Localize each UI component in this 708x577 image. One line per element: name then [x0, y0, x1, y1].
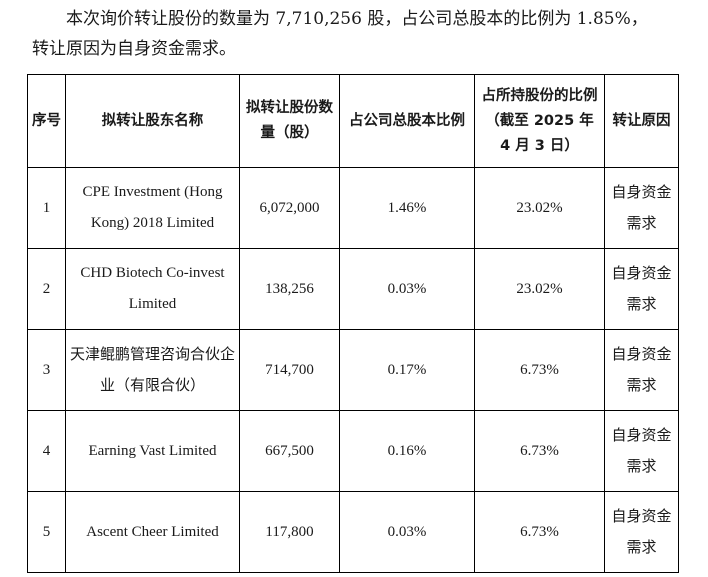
cell-shares: 138,256 — [239, 248, 340, 330]
cell-reason: 自身资金需求 — [604, 167, 679, 249]
header-held-ratio: 占所持股份的比例（截至 2025 年 4 月 3 日） — [474, 74, 605, 168]
intro-line-2: 转让原因为自身资金需求。 — [32, 39, 236, 59]
cell-total-ratio: 0.03% — [339, 491, 475, 573]
cell-total-ratio: 0.03% — [339, 248, 475, 330]
cell-shareholder-name: Earning Vast Limited — [65, 410, 240, 492]
table-header-row: 序号 拟转让股东名称 拟转让股份数量（股） 占公司总股本比例 占所持股份的比例（… — [27, 74, 679, 168]
cell-shares: 667,500 — [239, 410, 340, 492]
cell-shareholder-name: Ascent Cheer Limited — [65, 491, 240, 573]
header-shareholder-name: 拟转让股东名称 — [65, 74, 240, 168]
cell-seq: 3 — [27, 329, 66, 411]
header-shares: 拟转让股份数量（股） — [239, 74, 340, 168]
cell-shareholder-name: 天津鲲鹏管理咨询合伙企业（有限合伙） — [65, 329, 240, 411]
cell-seq: 2 — [27, 248, 66, 330]
table-row: 2 CHD Biotech Co-invest Limited 138,256 … — [27, 248, 679, 330]
cell-held-ratio: 6.73% — [474, 491, 605, 573]
cell-seq: 5 — [27, 491, 66, 573]
header-seq: 序号 — [27, 74, 66, 168]
table-row: 3 天津鲲鹏管理咨询合伙企业（有限合伙） 714,700 0.17% 6.73%… — [27, 329, 679, 411]
cell-reason: 自身资金需求 — [604, 491, 679, 573]
transfer-shareholder-table: 序号 拟转让股东名称 拟转让股份数量（股） 占公司总股本比例 占所持股份的比例（… — [27, 74, 679, 573]
intro-line-1: 本次询价转让股份的数量为 7,710,256 股，占公司总股本的比例为 1.85… — [66, 9, 648, 29]
header-reason: 转让原因 — [604, 74, 679, 168]
cell-shares: 117,800 — [239, 491, 340, 573]
cell-shareholder-name: CPE Investment (Hong Kong) 2018 Limited — [65, 167, 240, 249]
table-row: 5 Ascent Cheer Limited 117,800 0.03% 6.7… — [27, 491, 679, 573]
cell-held-ratio: 23.02% — [474, 167, 605, 249]
cell-held-ratio: 6.73% — [474, 410, 605, 492]
cell-seq: 1 — [27, 167, 66, 249]
table-row: 1 CPE Investment (Hong Kong) 2018 Limite… — [27, 167, 679, 249]
cell-held-ratio: 23.02% — [474, 248, 605, 330]
cell-total-ratio: 0.16% — [339, 410, 475, 492]
cell-total-ratio: 1.46% — [339, 167, 475, 249]
cell-reason: 自身资金需求 — [604, 410, 679, 492]
intro-paragraph: 本次询价转让股份的数量为 7,710,256 股，占公司总股本的比例为 1.85… — [32, 4, 704, 64]
cell-reason: 自身资金需求 — [604, 329, 679, 411]
cell-seq: 4 — [27, 410, 66, 492]
table-row: 4 Earning Vast Limited 667,500 0.16% 6.7… — [27, 410, 679, 492]
cell-held-ratio: 6.73% — [474, 329, 605, 411]
cell-shareholder-name: CHD Biotech Co-invest Limited — [65, 248, 240, 330]
cell-shares: 6,072,000 — [239, 167, 340, 249]
cell-reason: 自身资金需求 — [604, 248, 679, 330]
header-total-ratio: 占公司总股本比例 — [339, 74, 475, 168]
cell-total-ratio: 0.17% — [339, 329, 475, 411]
cell-shares: 714,700 — [239, 329, 340, 411]
